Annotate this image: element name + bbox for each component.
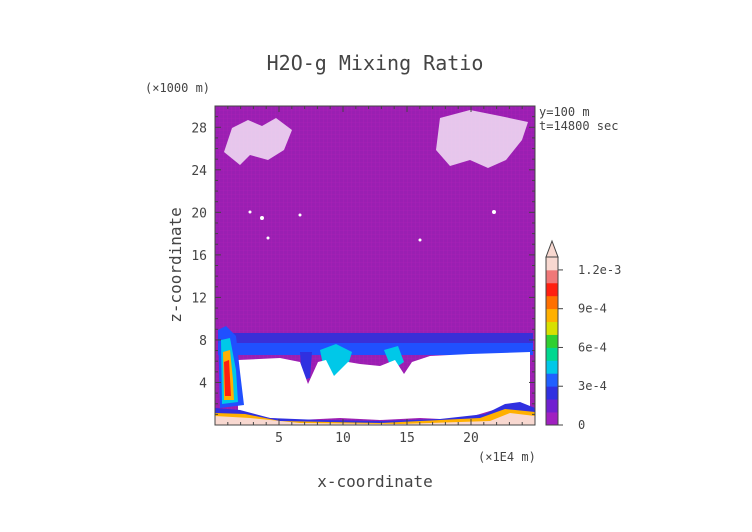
colorbar-segment — [546, 286, 558, 290]
colorbar-segment — [546, 366, 558, 371]
colorbar-segment — [546, 386, 558, 390]
y-axis: 4 8 12 16 20 24 28 — [191, 116, 535, 415]
colorbar-segment — [546, 263, 558, 268]
annotation-y: y=100 m — [539, 105, 590, 119]
x-tick-label: 20 — [463, 431, 479, 446]
colorbar-segment — [546, 305, 558, 310]
colorbar-segment — [546, 347, 558, 352]
annotation-time: t=14800 sec — [539, 119, 618, 133]
colorbar-segment — [546, 379, 558, 384]
y-tick-label: 20 — [191, 206, 207, 221]
y-tick-label: 4 — [199, 376, 207, 391]
colorbar-segment — [546, 370, 558, 374]
y-tick-label: 12 — [191, 291, 207, 306]
colorbar-segment — [546, 337, 558, 342]
colorbar-segment — [546, 331, 558, 335]
colorbar-segment — [546, 383, 558, 387]
colorbar-segment — [546, 292, 558, 297]
colorbar-segment — [546, 295, 558, 300]
dry-core — [238, 352, 530, 420]
colorbar-tick-label: 0 — [578, 418, 585, 432]
colorbar-tick-label: 9e-4 — [578, 302, 607, 316]
colorbar-segment — [546, 321, 558, 326]
colorbar-segment — [546, 299, 558, 303]
colorbar-segment — [546, 392, 558, 397]
colorbar-extend-arrow — [545, 239, 559, 258]
left-column — [218, 326, 244, 408]
plot-area — [215, 106, 535, 425]
moist-layer — [218, 333, 533, 380]
colorbar-segment — [546, 389, 558, 394]
colorbar-segment — [546, 373, 558, 377]
upper-dry-patches — [224, 110, 528, 242]
colorbar-segment — [546, 302, 558, 306]
y-tick-label: 8 — [199, 334, 207, 349]
colorbar-segment — [546, 344, 558, 348]
colorbar-segment — [546, 269, 558, 274]
colorbar-segment — [546, 415, 558, 419]
colorbar-segment — [546, 315, 558, 319]
x-axis-unit: (×1E4 m) — [478, 450, 536, 464]
y-tick-label: 16 — [191, 249, 207, 264]
colorbar-segment — [546, 276, 558, 281]
colorbar-tick-label: 6e-4 — [578, 340, 607, 354]
colorbar-segment — [546, 266, 558, 271]
colorbar-segment — [546, 324, 558, 329]
x-axis-label: x-coordinate — [317, 472, 433, 491]
colorbar-segment — [546, 308, 558, 313]
surface-layer — [215, 402, 535, 425]
chart-title: H2O-g Mixing Ratio — [267, 51, 484, 75]
colorbar-segment — [546, 363, 558, 368]
colorbar-segment — [546, 357, 558, 361]
colorbar-segment — [546, 289, 558, 293]
colorbar-segment — [546, 360, 558, 365]
colorbar-segment — [546, 408, 558, 413]
y-axis-unit: (×1000 m) — [145, 81, 210, 95]
colorbar-segment — [546, 412, 558, 416]
colorbar-segment — [546, 421, 558, 426]
colorbar-segment — [546, 260, 558, 264]
y-tick-label: 28 — [191, 121, 207, 136]
colorbar-segment — [546, 376, 558, 381]
colorbar-segment — [546, 405, 558, 410]
x-tick-label: 10 — [335, 431, 351, 446]
y-tick-label: 24 — [191, 164, 207, 179]
colorbar-segment — [546, 334, 558, 339]
x-tick-label: 15 — [399, 431, 415, 446]
colorbar-segment — [546, 395, 558, 400]
colorbar: 1.2e-3 9e-4 6e-4 3e-4 0 — [545, 239, 621, 432]
colorbar-segment — [546, 353, 558, 358]
colorbar-segment — [546, 257, 558, 261]
colorbar-segment — [546, 318, 558, 323]
colorbar-segment — [546, 311, 558, 316]
colorbar-segment — [546, 279, 558, 284]
colorbar-segment — [546, 328, 558, 332]
colorbar-segment — [546, 350, 558, 355]
colorbar-segment — [546, 402, 558, 407]
x-axis: 5 10 15 20 — [227, 106, 523, 446]
colorbar-segment — [546, 282, 558, 287]
colorbar-segment — [546, 399, 558, 403]
colorbar-segment — [546, 273, 558, 277]
y-axis-label: z-coordinate — [166, 207, 185, 323]
colorbar-segment — [546, 418, 558, 423]
x-tick-label: 5 — [275, 431, 283, 446]
colorbar-tick-label: 1.2e-3 — [578, 263, 621, 277]
colorbar-tick-label: 3e-4 — [578, 379, 607, 393]
colorbar-segment — [546, 341, 558, 345]
